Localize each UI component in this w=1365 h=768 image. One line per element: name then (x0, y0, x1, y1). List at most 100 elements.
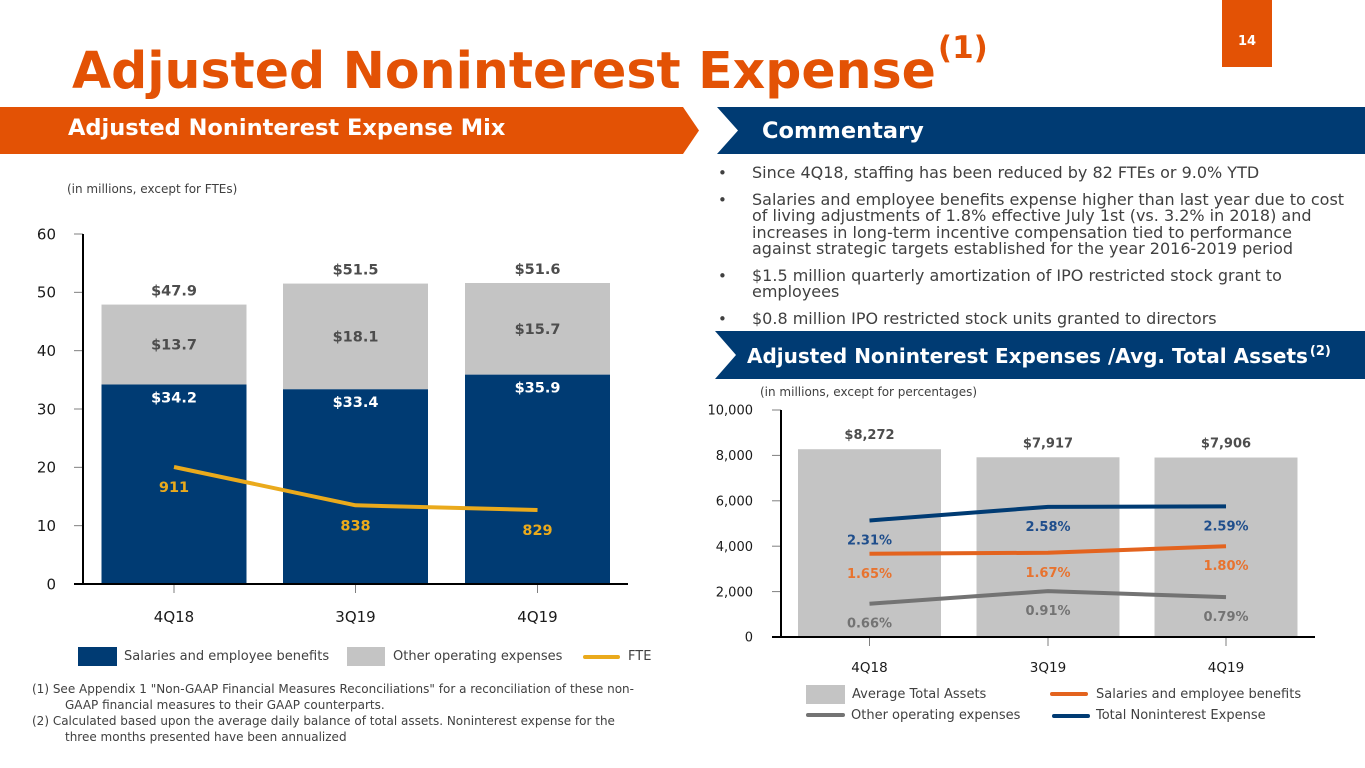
x-axis-category-label: 4Q18 (851, 660, 887, 676)
fte-label: 911 (159, 480, 189, 496)
y-axis-tick-label: 8,000 (716, 449, 753, 464)
legend-line-fte (583, 655, 620, 659)
bullet-line: Since 4Q18, staffing has been reduced by… (752, 163, 1260, 182)
legend-label-other-operating: Other operating expenses (393, 648, 563, 664)
expense-mix-chart: $34.2 $13.7 $47.9 $33.4 $18.1 $51.5 $35.9 $15.7… (37, 225, 628, 626)
legend-line-total-noninterest (1052, 714, 1090, 718)
commentary-heading: Commentary (762, 118, 924, 144)
bullet-line: of living adjustments of 1.8% effective … (752, 206, 1312, 225)
legend-swatch-average-total-assets (806, 685, 845, 704)
bar-salaries-segment (101, 384, 247, 584)
bar-label-other-operating: $13.7 (151, 338, 197, 354)
y-axis-tick-label: 40 (37, 342, 56, 360)
expense-mix-units-note: (in millions, except for FTEs) (67, 182, 238, 196)
bullet-icon: • (718, 190, 727, 209)
page-number: 14 (1237, 34, 1257, 49)
bar-other-operating-segment (465, 283, 610, 375)
legend-swatch-other-operating (347, 647, 385, 666)
bar-label-average-total-assets: $7,906 (1201, 437, 1251, 452)
bar-label-average-total-assets: $8,272 (844, 428, 894, 443)
footnotes: (1) See Appendix 1 "Non-GAAP Financial M… (32, 681, 634, 745)
y-axis-tick-label: 20 (37, 459, 56, 477)
footnote-2-line: three months presented have been annuali… (65, 730, 347, 744)
bar-label-total: $51.5 (333, 263, 379, 279)
y-axis-tick-label: 0 (46, 575, 56, 593)
expense-mix-banner: Adjusted Noninterest Expense Mix (0, 107, 699, 154)
bar-average-total-assets (976, 457, 1120, 637)
footnote-1-line: (1) See Appendix 1 "Non-GAAP Financial M… (32, 682, 634, 696)
legend-label-salaries-ratio: Salaries and employee benefits (1096, 686, 1302, 702)
page-title: Adjusted Noninterest Expense(1) (72, 30, 988, 104)
expense-ratio-units-note: (in millions, except for percentages) (760, 385, 978, 399)
other-operating-ratio-label: 0.91% (1025, 604, 1070, 619)
legend-line-salaries (1050, 692, 1088, 696)
bar-other-operating-segment (101, 304, 247, 385)
bar-label-salaries: $34.2 (151, 391, 197, 407)
bar-other-operating-segment (283, 283, 428, 390)
commentary-list: • Since 4Q18, staffing has been reduced … (718, 163, 1363, 337)
bullet-icon: • (718, 266, 727, 285)
page-number-badge: 14 (1222, 0, 1272, 67)
fte-label: 838 (340, 518, 370, 534)
y-axis-tick-label: 0 (745, 631, 753, 646)
x-axis-category-label: 3Q19 (335, 608, 375, 626)
expense-ratio-banner: Adjusted Noninterest Expenses /Avg. Tota… (715, 331, 1365, 379)
bar-label-average-total-assets: $7,917 (1023, 436, 1073, 451)
salaries-ratio-label: 1.65% (847, 567, 892, 582)
legend-label-total-noninterest: Total Noninterest Expense (1096, 707, 1266, 723)
bullet-line: employees (752, 282, 840, 301)
x-axis-category-label: 4Q19 (1208, 660, 1244, 676)
other-operating-ratio-label: 0.79% (1203, 610, 1248, 625)
bar-label-total: $51.6 (515, 262, 561, 278)
y-axis-tick-label: 60 (37, 225, 56, 243)
expense-ratio-footnote-ref: (2) (1309, 344, 1331, 359)
fte-label: 829 (522, 523, 552, 539)
legend-label-average-total-assets: Average Total Assets (852, 686, 987, 702)
legend-swatch-salaries (78, 647, 117, 666)
commentary-bullet: • Since 4Q18, staffing has been reduced … (718, 163, 1363, 182)
y-axis-tick-label: 30 (37, 400, 56, 418)
commentary-bullet: • $1.5 million quarterly amortization of… (718, 265, 1363, 301)
y-axis-tick-label: 50 (37, 284, 56, 302)
footnote-1-line: GAAP financial measures to their GAAP co… (65, 698, 385, 712)
bullet-line: $0.8 million IPO restricted stock units … (752, 308, 1217, 328)
total-noninterest-ratio-label: 2.31% (847, 533, 892, 548)
bar-salaries-segment (283, 389, 428, 584)
x-axis-category-label: 4Q18 (154, 608, 194, 626)
y-axis-tick-label: 10,000 (708, 404, 754, 419)
x-axis-category-label: 3Q19 (1030, 660, 1066, 676)
bar-label-salaries: $35.9 (515, 381, 561, 397)
bar-salaries-segment (465, 374, 610, 584)
bullet-icon: • (718, 309, 727, 328)
legend-label-salaries: Salaries and employee benefits (124, 648, 330, 664)
page-title-footnote-ref: (1) (937, 30, 988, 66)
bullet-line: against strategic targets established fo… (752, 239, 1294, 258)
y-axis-tick-label: 6,000 (716, 494, 753, 509)
bullet-icon: • (718, 164, 727, 182)
commentary-bullet: • $0.8 million IPO restricted stock unit… (718, 308, 1363, 328)
bullet-line: increases in long-term incentive compens… (752, 222, 1293, 242)
commentary-bullet: • Salaries and employee benefits expense… (718, 190, 1363, 258)
expense-ratio-heading: Adjusted Noninterest Expenses /Avg. Tota… (747, 344, 1308, 368)
bar-label-salaries: $33.4 (333, 395, 379, 411)
salaries-ratio-label: 1.67% (1025, 566, 1070, 581)
bar-label-total: $47.9 (151, 284, 197, 300)
x-axis-category-label: 4Q19 (517, 608, 557, 626)
expense-ratio-chart: $8,272 $7,917 $7,906 0 2,000 4,000 6,000 8,000 1… (708, 404, 1315, 676)
bar-label-other-operating: $18.1 (333, 329, 379, 345)
footnote-2-line: (2) Calculated based upon the average da… (32, 714, 615, 728)
bar-label-other-operating: $15.7 (515, 322, 561, 338)
total-noninterest-ratio-label: 2.59% (1203, 519, 1248, 534)
y-axis-tick-label: 4,000 (716, 540, 753, 555)
page-title-text: Adjusted Noninterest Expense (72, 41, 936, 100)
other-operating-ratio-label: 0.66% (847, 617, 892, 632)
total-noninterest-ratio-label: 2.58% (1025, 520, 1070, 535)
legend-line-other-operating (806, 713, 845, 717)
legend-label-other-operating-ratio: Other operating expenses (851, 707, 1021, 723)
expense-mix-heading: Adjusted Noninterest Expense Mix (68, 115, 506, 141)
y-axis-tick-label: 2,000 (716, 585, 753, 600)
salaries-ratio-label: 1.80% (1203, 559, 1248, 574)
bar-average-total-assets (798, 449, 941, 637)
y-axis-tick-label: 10 (37, 517, 56, 535)
bullet-line: $1.5 million quarterly amortization of I… (752, 265, 1282, 285)
